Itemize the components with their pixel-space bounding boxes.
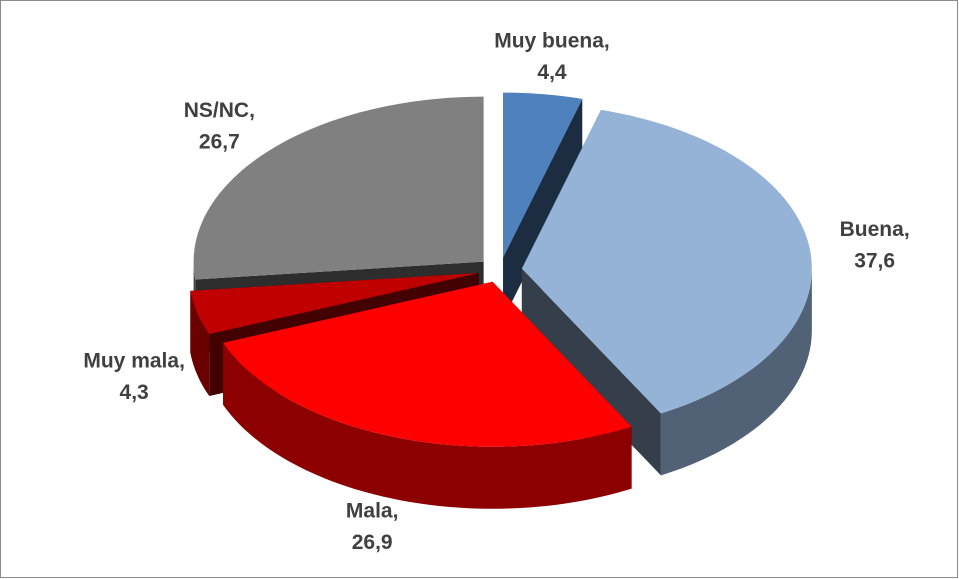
value-label: 26,7 — [199, 130, 240, 153]
data-label: Muy buena, — [494, 29, 610, 52]
slice-wall — [190, 290, 210, 397]
pie-slice — [223, 281, 632, 447]
pie-slice — [193, 96, 484, 280]
pie-slice — [190, 273, 479, 335]
slice-side — [503, 98, 583, 320]
category-name: Mala — [346, 499, 393, 522]
label-separator: , — [179, 349, 185, 372]
category-name: NS/NC — [184, 98, 249, 121]
label-separator: , — [904, 218, 910, 241]
category-name: Muy buena — [494, 29, 604, 52]
pie-slice — [521, 109, 812, 414]
value-label: 4,3 — [120, 381, 149, 404]
category-name: Muy mala — [83, 349, 179, 372]
category-name: Buena — [840, 218, 905, 241]
value-label: 4,4 — [537, 61, 567, 84]
data-label: Buena, — [840, 218, 910, 241]
label-separator: , — [604, 29, 610, 52]
label-separator: , — [249, 98, 255, 121]
slice-wall — [660, 268, 812, 476]
data-label: Muy mala, — [83, 349, 185, 372]
data-label: NS/NC, — [184, 98, 255, 121]
label-separator: , — [393, 499, 399, 522]
value-label: 26,9 — [352, 531, 393, 554]
pie-slice — [503, 92, 583, 258]
slice-wall — [223, 342, 632, 509]
data-label: Mala, — [346, 499, 399, 522]
value-label: 37,6 — [854, 250, 895, 273]
